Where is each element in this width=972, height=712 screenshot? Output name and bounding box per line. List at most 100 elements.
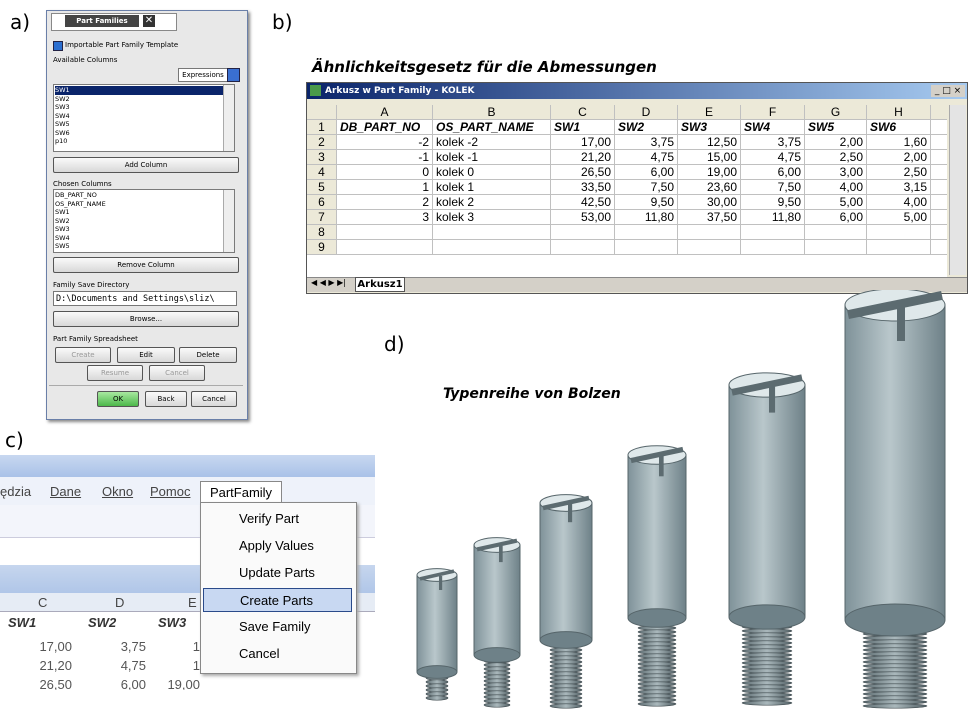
dropdown[interactable]: Expressions	[178, 68, 228, 82]
button[interactable]: Cancel	[191, 391, 237, 407]
cell[interactable]	[741, 240, 805, 255]
cell[interactable]: 4,00	[805, 180, 867, 195]
cell[interactable]: 2,50	[867, 165, 931, 180]
cell[interactable]	[931, 240, 947, 255]
cell[interactable]	[931, 225, 947, 240]
cell[interactable]	[931, 195, 947, 210]
menu-item[interactable]: Apply Values	[203, 534, 352, 558]
cell[interactable]: 33,50	[551, 180, 615, 195]
list-item[interactable]: SW3	[55, 103, 225, 112]
menu-item[interactable]: Create Parts	[203, 588, 352, 612]
button[interactable]: Back	[145, 391, 187, 407]
cell[interactable]: 12,50	[678, 135, 741, 150]
cell[interactable]: 4,00	[867, 195, 931, 210]
cell[interactable]: SW3	[678, 120, 741, 135]
cell[interactable]: 5,00	[805, 195, 867, 210]
cell[interactable]: 42,50	[551, 195, 615, 210]
button[interactable]: Delete	[179, 347, 237, 363]
menu-item[interactable]: Save Family	[203, 615, 352, 639]
cell[interactable]: 3,00	[805, 165, 867, 180]
dropdown-arrow[interactable]	[227, 68, 240, 82]
cell[interactable]	[805, 240, 867, 255]
cell[interactable]	[931, 165, 947, 180]
scrollbar[interactable]	[949, 105, 966, 275]
cell[interactable]	[931, 180, 947, 195]
list-box[interactable]: DB_PART_NOOS_PART_NAMESW1SW2SW3SW4SW5	[53, 189, 235, 253]
cell[interactable]: 1,60	[867, 135, 931, 150]
cell[interactable]	[433, 225, 551, 240]
list-item[interactable]: SW2	[55, 217, 225, 226]
active-menu[interactable]: PartFamily	[200, 481, 282, 503]
cell[interactable]: kolek -2	[433, 135, 551, 150]
cell[interactable]	[931, 210, 947, 225]
cell[interactable]	[551, 225, 615, 240]
cell[interactable]: SW1	[551, 120, 615, 135]
cell[interactable]: 17,00	[551, 135, 615, 150]
window-controls[interactable]: _ □ ×	[931, 85, 965, 97]
list-item[interactable]: SW4	[55, 112, 225, 121]
cell[interactable]: 26,50	[551, 165, 615, 180]
cell[interactable]: 23,60	[678, 180, 741, 195]
cell[interactable]	[741, 225, 805, 240]
cell[interactable]	[867, 225, 931, 240]
cell[interactable]	[433, 240, 551, 255]
button[interactable]: Resume	[87, 365, 143, 381]
button[interactable]: OK	[97, 391, 139, 407]
cell[interactable]: SW2	[615, 120, 678, 135]
cell[interactable]: 3,15	[867, 180, 931, 195]
cell[interactable]: 3	[337, 210, 433, 225]
cell[interactable]: kolek 1	[433, 180, 551, 195]
cell[interactable]: kolek -1	[433, 150, 551, 165]
cell[interactable]: -2	[337, 135, 433, 150]
cell[interactable]: 0	[337, 165, 433, 180]
cell[interactable]: 7,50	[741, 180, 805, 195]
list-item[interactable]: SW5	[55, 242, 225, 251]
button[interactable]: Add Column	[53, 157, 239, 173]
cell[interactable]	[931, 150, 947, 165]
cell[interactable]: 3,75	[741, 135, 805, 150]
cell[interactable]: 6,00	[741, 165, 805, 180]
menu-item[interactable]: Update Parts	[203, 561, 352, 585]
cell[interactable]: 9,50	[741, 195, 805, 210]
tab-nav[interactable]: ◀ ◀ ▶ ▶|	[311, 278, 346, 287]
list-item[interactable]: OS_PART_NAME	[55, 200, 225, 209]
cell[interactable]	[615, 225, 678, 240]
cell[interactable]: 6,00	[615, 165, 678, 180]
cell[interactable]: SW5	[805, 120, 867, 135]
cell[interactable]: 53,00	[551, 210, 615, 225]
list-item[interactable]: SW1	[55, 208, 225, 217]
cell[interactable]: SW4	[741, 120, 805, 135]
cell[interactable]: 21,20	[551, 150, 615, 165]
cell[interactable]: SW6	[867, 120, 931, 135]
cell[interactable]: 6,00	[805, 210, 867, 225]
cell[interactable]	[678, 240, 741, 255]
cell[interactable]: 2,50	[805, 150, 867, 165]
cell[interactable]	[931, 135, 947, 150]
list-item[interactable]: SW1	[55, 86, 225, 95]
list-item[interactable]: SW6	[55, 129, 225, 138]
cell[interactable]: 4,75	[615, 150, 678, 165]
cell[interactable]: kolek 2	[433, 195, 551, 210]
cell[interactable]	[615, 240, 678, 255]
cell[interactable]	[678, 225, 741, 240]
cell[interactable]: 11,80	[741, 210, 805, 225]
cell[interactable]: OS_PART_NAME	[433, 120, 551, 135]
list-item[interactable]: DB_PART_NO	[55, 191, 225, 200]
cell[interactable]: 11,80	[615, 210, 678, 225]
cell[interactable]: 15,00	[678, 150, 741, 165]
cell[interactable]: kolek 0	[433, 165, 551, 180]
button[interactable]: Edit	[117, 347, 175, 363]
cell[interactable]	[337, 240, 433, 255]
list-item[interactable]: SW5	[55, 120, 225, 129]
menu-item[interactable]: Cancel	[203, 642, 352, 666]
text-input[interactable]: D:\Documents and Settings\sliz\	[53, 291, 237, 306]
cell[interactable]: 19,00	[678, 165, 741, 180]
button[interactable]: Remove Column	[53, 257, 239, 273]
cell[interactable]: 30,00	[678, 195, 741, 210]
cell[interactable]: DB_PART_NO	[337, 120, 433, 135]
cell[interactable]: 4,75	[741, 150, 805, 165]
cell[interactable]	[931, 120, 947, 135]
cell[interactable]: 1	[337, 180, 433, 195]
cell[interactable]	[551, 240, 615, 255]
cell[interactable]: 2,00	[867, 150, 931, 165]
